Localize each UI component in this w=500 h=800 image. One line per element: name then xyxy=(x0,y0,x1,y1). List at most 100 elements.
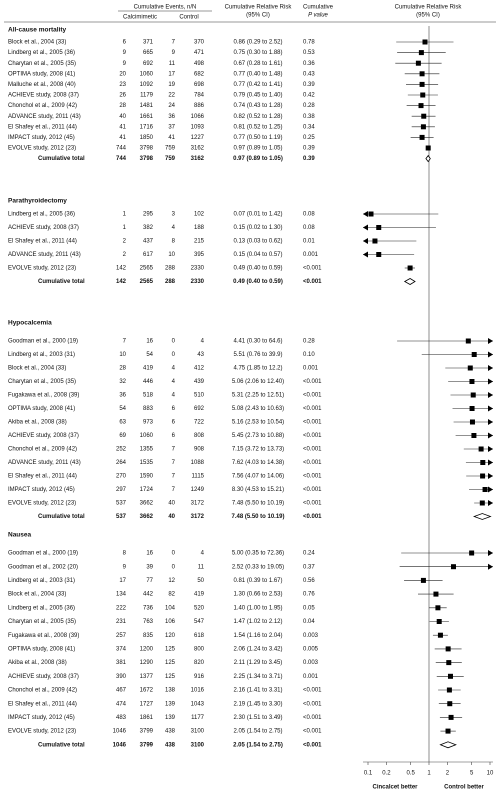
count: 4 xyxy=(172,393,176,399)
point-estimate xyxy=(446,687,452,693)
count: 471 xyxy=(194,50,205,56)
point-estimate xyxy=(415,60,421,66)
count: 1249 xyxy=(191,487,205,493)
rr-header: (95% CI) xyxy=(246,13,270,19)
rr-label: 2.52 (0.33 to 19.05) xyxy=(232,564,284,570)
control-header: Control xyxy=(179,15,198,21)
study-label: ACHIEVE study, 2008 (37) xyxy=(8,674,79,680)
study-label: EVOLVE study, 2012 (23) xyxy=(8,501,76,507)
count: 134 xyxy=(116,592,127,598)
study-label: ACHIEVE study, 2008 (37) xyxy=(8,93,79,99)
count: 3100 xyxy=(191,742,205,748)
count: 835 xyxy=(143,633,154,639)
count: 1088 xyxy=(191,460,205,466)
count: 3799 xyxy=(140,729,154,735)
count: 11 xyxy=(169,61,176,67)
point-estimate xyxy=(471,433,477,438)
count: 1727 xyxy=(140,701,154,707)
count: 437 xyxy=(143,239,154,245)
count: 22 xyxy=(168,93,175,99)
count: 744 xyxy=(116,156,127,162)
study-label: Chonchol et al., 2009 (42) xyxy=(8,688,77,694)
arrow xyxy=(488,338,493,344)
count: 419 xyxy=(194,592,205,598)
p-value: 0.05 xyxy=(303,605,315,611)
study-label: Cumulative total xyxy=(38,742,85,748)
count: 916 xyxy=(194,674,205,680)
diamond xyxy=(425,154,431,163)
count: 446 xyxy=(143,379,154,385)
count: 142 xyxy=(116,279,127,285)
p-value: 0.34 xyxy=(303,124,315,130)
arrow xyxy=(488,405,493,412)
count: 9 xyxy=(123,50,127,56)
count: 1861 xyxy=(140,715,154,721)
arrow xyxy=(488,419,493,425)
count: 618 xyxy=(194,633,205,639)
point-estimate xyxy=(479,500,485,506)
p-value: 0.001 xyxy=(303,674,319,680)
count: 288 xyxy=(165,266,176,272)
point-estimate xyxy=(419,134,425,140)
count: 50 xyxy=(197,578,204,584)
study-label: Fugakawa et al., 2008 (39) xyxy=(8,633,79,639)
p-value: <0.001 xyxy=(303,742,322,748)
count: 19 xyxy=(168,82,175,88)
count: 1 xyxy=(123,212,127,218)
count: 518 xyxy=(143,393,154,399)
point-estimate xyxy=(422,39,428,45)
rr-label: 0.49 (0.40 to 0.59) xyxy=(233,266,282,272)
left-label: Cincalcet better xyxy=(372,785,418,791)
arrow xyxy=(488,351,493,358)
count: 537 xyxy=(116,501,127,507)
rr-label: 1.54 (1.16 to 2.04) xyxy=(233,633,282,639)
rr-label: 8.30 (4.53 to 15.21) xyxy=(232,487,284,493)
count: 106 xyxy=(165,619,176,625)
p-value: 0.37 xyxy=(303,564,315,570)
count: 382 xyxy=(143,225,154,231)
p-value: 0.04 xyxy=(303,619,315,625)
x-tick-label: 10 xyxy=(487,771,494,777)
count: 520 xyxy=(194,605,205,611)
study-label: OPTIMA study, 2008 (41) xyxy=(8,406,75,412)
count: 2 xyxy=(123,239,127,245)
p-value: 0.003 xyxy=(303,660,319,666)
p-value: 0.39 xyxy=(303,146,315,152)
x-tick-label: 1 xyxy=(427,771,431,777)
count: 10 xyxy=(119,352,126,358)
count: 40 xyxy=(168,514,175,520)
point-estimate xyxy=(469,379,475,384)
count: 820 xyxy=(194,660,205,666)
p-header: P value xyxy=(308,13,328,19)
count: 7 xyxy=(172,40,176,46)
point-estimate xyxy=(418,103,424,109)
rr-label: 0.67 (0.28 to 1.61) xyxy=(233,61,282,67)
point-estimate xyxy=(482,487,488,492)
point-estimate xyxy=(419,81,425,87)
point-estimate xyxy=(446,660,452,666)
point-estimate xyxy=(435,605,441,611)
point-estimate xyxy=(433,591,439,597)
count: 20 xyxy=(119,71,126,77)
study-label: Lindberg et al., 2005 (36) xyxy=(8,605,75,611)
rr-label: 0.15 (0.04 to 0.57) xyxy=(233,252,282,258)
p-value: 0.43 xyxy=(303,71,315,77)
count: 3662 xyxy=(140,501,154,507)
count: 3172 xyxy=(191,501,205,507)
count: 3798 xyxy=(140,146,154,152)
rr-label: 4.75 (1.85 to 12.2) xyxy=(233,366,282,372)
study-label: ACHIEVE study, 2008 (37) xyxy=(8,225,79,231)
rr-label: 5.51 (0.76 to 39.9) xyxy=(233,352,282,358)
count: 736 xyxy=(143,605,154,611)
count: 17 xyxy=(119,578,126,584)
count: 886 xyxy=(194,103,205,109)
count: 16 xyxy=(146,551,153,557)
count: 1043 xyxy=(191,701,205,707)
point-estimate xyxy=(419,71,425,77)
section-title: Parathyroidectomy xyxy=(8,198,67,205)
count: 139 xyxy=(165,715,176,721)
count: 36 xyxy=(119,393,126,399)
p-value: 0.003 xyxy=(303,633,319,639)
rr-label: 5.16 (2.53 to 10.54) xyxy=(232,420,284,426)
count: 483 xyxy=(116,715,127,721)
